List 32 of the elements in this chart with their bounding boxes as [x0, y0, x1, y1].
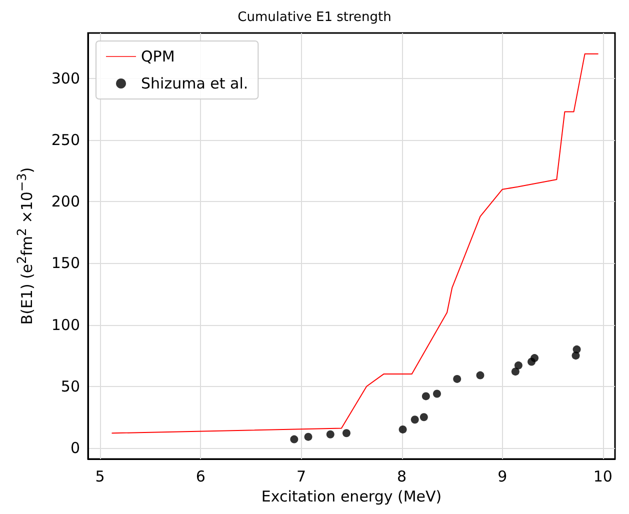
- y-tick-label: 300: [51, 70, 80, 88]
- x-tick-label: 6: [196, 468, 206, 486]
- y-tick-label: 250: [51, 131, 80, 150]
- x-tick-label: 8: [397, 468, 407, 486]
- legend-label: QPM: [141, 48, 175, 66]
- x-tick-label: 10: [593, 468, 612, 486]
- point: [476, 371, 484, 380]
- point: [342, 429, 350, 438]
- point: [514, 361, 522, 370]
- y-tick-label: 0: [70, 438, 80, 457]
- y-tick-label: 150: [51, 254, 80, 272]
- point: [410, 416, 419, 424]
- point: [398, 425, 407, 434]
- y-tick-label: 200: [51, 192, 80, 211]
- point: [453, 374, 462, 383]
- x-tick-label: 9: [498, 468, 508, 486]
- point: [422, 392, 430, 400]
- point: [326, 430, 334, 438]
- point: [572, 345, 581, 354]
- point: [530, 354, 539, 362]
- x-axis-title: Excitation energy (MeV): [261, 488, 442, 506]
- legend-label: Shizuma et al.: [141, 74, 248, 92]
- point: [290, 435, 298, 444]
- point: [432, 390, 441, 398]
- point: [420, 413, 428, 422]
- x-tick-label: 5: [95, 468, 105, 486]
- y-tick-label: 100: [51, 316, 80, 334]
- x-tick-label: 7: [296, 468, 306, 486]
- point: [511, 368, 520, 376]
- y-tick-label: 50: [60, 377, 80, 396]
- point: [304, 432, 312, 441]
- chart-title: Cumulative E1 strength: [238, 10, 392, 25]
